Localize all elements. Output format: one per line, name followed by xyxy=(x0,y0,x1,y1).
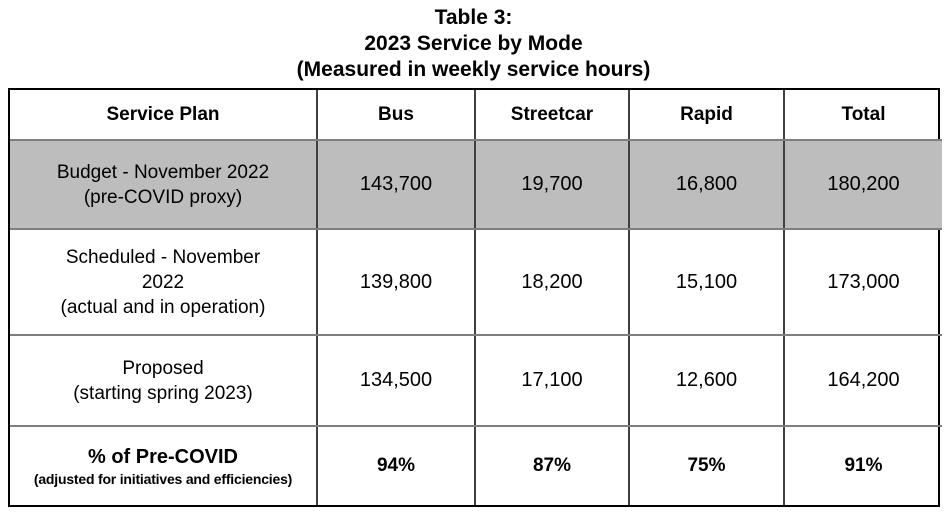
row-percent-label: % of Pre-COVID (adjusted for initiatives… xyxy=(10,425,318,505)
row-scheduled-label-line-1: Scheduled - November xyxy=(65,246,261,268)
cell-proposed-streetcar: 17,100 xyxy=(474,334,630,427)
cell-percent-rapid: 75% xyxy=(628,425,785,505)
col-header-total: Total xyxy=(783,90,942,141)
cell-scheduled-streetcar: 18,200 xyxy=(474,228,630,336)
row-scheduled-label: Scheduled - November 2022 (actual and in… xyxy=(10,228,318,336)
cell-percent-streetcar: 87% xyxy=(474,425,630,505)
cell-scheduled-total: 173,000 xyxy=(783,228,942,336)
cell-scheduled-rapid: 15,100 xyxy=(628,228,785,336)
cell-proposed-bus: 134,500 xyxy=(316,334,476,427)
cell-percent-bus: 94% xyxy=(316,425,476,505)
row-proposed-label-line-2: (starting spring 2023) xyxy=(73,382,253,404)
row-proposed: Proposed (starting spring 2023) 134,500 … xyxy=(10,334,942,427)
col-header-service-plan: Service Plan xyxy=(10,90,318,141)
row-percent-label-sub: (adjusted for initiatives and efficienci… xyxy=(33,470,293,487)
title-line-1: Table 3: xyxy=(434,6,513,29)
row-proposed-label-line-1: Proposed xyxy=(122,357,204,379)
cell-proposed-total: 164,200 xyxy=(783,334,942,427)
col-header-streetcar: Streetcar xyxy=(474,90,630,141)
col-header-rapid: Rapid xyxy=(628,90,785,141)
cell-budget-streetcar: 19,700 xyxy=(474,139,630,230)
cell-proposed-rapid: 12,600 xyxy=(628,334,785,427)
cell-budget-bus: 143,700 xyxy=(316,139,476,230)
header-row: Service Plan Bus Streetcar Rapid Total xyxy=(10,90,942,141)
row-percent-label-main: % of Pre-COVID xyxy=(87,445,239,468)
row-proposed-label: Proposed (starting spring 2023) xyxy=(10,334,318,427)
row-scheduled: Scheduled - November 2022 (actual and in… xyxy=(10,228,942,336)
cell-budget-rapid: 16,800 xyxy=(628,139,785,230)
table-frame: Service Plan Bus Streetcar Rapid Total B… xyxy=(8,88,942,507)
table-title: Table 3: 2023 Service by Mode (Measured … xyxy=(0,0,947,83)
row-percent-pre-covid: % of Pre-COVID (adjusted for initiatives… xyxy=(10,425,942,505)
col-header-bus: Bus xyxy=(316,90,476,141)
service-by-mode-table: Service Plan Bus Streetcar Rapid Total B… xyxy=(10,90,942,505)
row-budget-label-line-1: Budget - November 2022 xyxy=(56,161,270,183)
row-budget-label: Budget - November 2022 (pre-COVID proxy) xyxy=(10,139,318,230)
cell-budget-total: 180,200 xyxy=(783,139,942,230)
cell-scheduled-bus: 139,800 xyxy=(316,228,476,336)
row-budget-label-line-2: (pre-COVID proxy) xyxy=(83,186,243,208)
title-line-3: (Measured in weekly service hours) xyxy=(296,58,651,81)
row-scheduled-label-line-2: 2022 xyxy=(141,271,185,293)
cell-percent-total: 91% xyxy=(783,425,942,505)
row-budget: Budget - November 2022 (pre-COVID proxy)… xyxy=(10,139,942,230)
row-scheduled-label-line-3: (actual and in operation) xyxy=(60,296,266,318)
title-line-2: 2023 Service by Mode xyxy=(364,32,583,55)
